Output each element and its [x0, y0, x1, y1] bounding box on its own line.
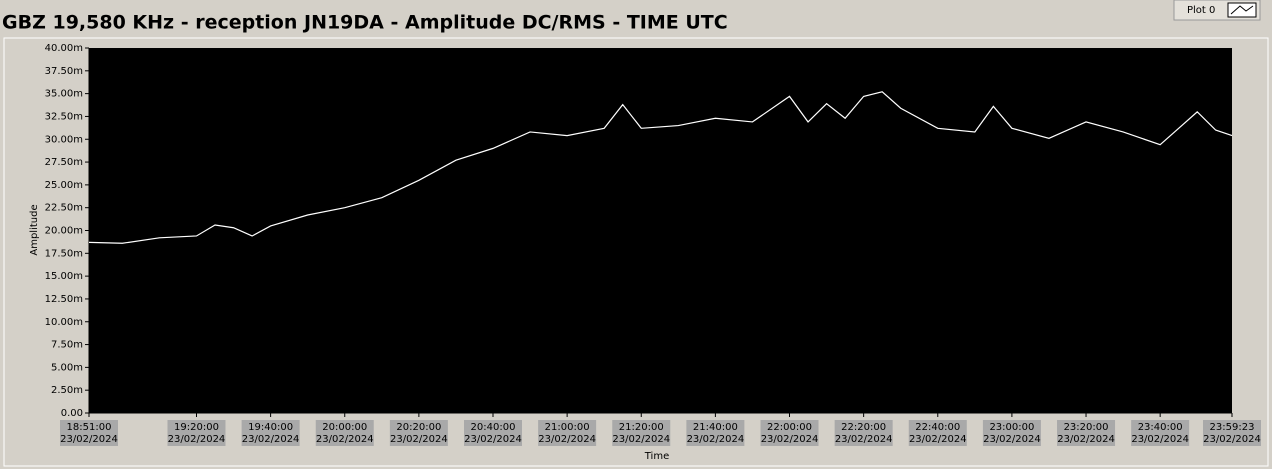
- y-tick-label: 20.00m: [45, 226, 83, 237]
- x-tick-label: 20:20:00: [396, 422, 441, 433]
- x-tick-label: 21:00:00: [545, 422, 590, 433]
- x-tick-box: [60, 420, 118, 446]
- x-tick-box: [908, 420, 967, 446]
- x-tick-label: 23/02/2024: [909, 434, 967, 445]
- x-tick-label: 23/02/2024: [390, 434, 448, 445]
- x-tick-label: 23:40:00: [1138, 422, 1183, 433]
- x-tick-label: 23/02/2024: [168, 434, 226, 445]
- plot-area: [89, 48, 1232, 413]
- x-tick-label: 23/02/2024: [60, 434, 118, 445]
- x-tick-label: 20:00:00: [322, 422, 367, 433]
- y-tick-label: 17.50m: [45, 248, 83, 259]
- y-tick-label: 37.50m: [45, 66, 83, 77]
- x-tick-box: [538, 420, 597, 446]
- x-tick-label: 23/02/2024: [1131, 434, 1189, 445]
- x-tick-label: 19:40:00: [248, 422, 293, 433]
- legend-swatch: [1230, 5, 1254, 15]
- x-tick-label: 22:00:00: [767, 422, 812, 433]
- chart-title: GBZ 19,580 KHz - reception JN19DA - Ampl…: [2, 12, 728, 34]
- x-tick-label: 23:59:23: [1210, 422, 1255, 433]
- x-tick-box: [1057, 420, 1116, 446]
- y-tick-label: 27.50m: [45, 157, 83, 168]
- x-tick-label: 21:20:00: [619, 422, 664, 433]
- x-tick-box: [760, 420, 819, 446]
- x-tick-box: [834, 420, 893, 446]
- x-tick-box: [686, 420, 745, 446]
- data-line: [88, 91, 1233, 244]
- y-tick-label: 12.50m: [45, 294, 83, 305]
- x-tick-box: [464, 420, 523, 446]
- x-tick-label: 23/02/2024: [464, 434, 522, 445]
- x-tick-box: [612, 420, 671, 446]
- x-tick-box: [389, 420, 448, 446]
- legend-swatch-bg: [1227, 2, 1257, 18]
- x-tick-label: 23/02/2024: [612, 434, 670, 445]
- y-tick-label: 15.00m: [45, 271, 83, 282]
- y-tick-label: 25.00m: [45, 180, 83, 191]
- y-tick-label: 0.00: [61, 408, 83, 419]
- y-axis-label: Amplitude: [29, 204, 40, 255]
- x-tick-label: 23/02/2024: [316, 434, 374, 445]
- x-tick-label: 22:20:00: [841, 422, 886, 433]
- x-tick-label: 23/02/2024: [1057, 434, 1115, 445]
- x-tick-label: 21:40:00: [693, 422, 738, 433]
- y-tick-label: 2.50m: [51, 385, 83, 396]
- x-tick-box: [1203, 420, 1261, 446]
- legend-label: Plot 0: [1187, 5, 1215, 16]
- y-tick-label: 30.00m: [45, 134, 83, 145]
- y-tick-label: 7.50m: [51, 340, 83, 351]
- x-tick-box: [241, 420, 300, 446]
- x-tick-label: 23/02/2024: [242, 434, 300, 445]
- x-tick-label: 23:20:00: [1064, 422, 1109, 433]
- y-tick-label: 40.00m: [45, 43, 83, 54]
- y-tick-label: 5.00m: [51, 362, 83, 373]
- x-tick-label: 23:00:00: [989, 422, 1034, 433]
- y-tick-label: 35.00m: [45, 89, 83, 100]
- y-tick-label: 10.00m: [45, 317, 83, 328]
- x-tick-label: 23/02/2024: [538, 434, 596, 445]
- x-tick-box: [1131, 420, 1190, 446]
- x-tick-label: 23/02/2024: [761, 434, 819, 445]
- x-tick-label: 18:51:00: [67, 422, 112, 433]
- x-tick-box: [167, 420, 226, 446]
- x-tick-box: [315, 420, 374, 446]
- y-tick-label: 22.50m: [45, 203, 83, 214]
- x-tick-label: 23/02/2024: [983, 434, 1041, 445]
- x-tick-label: 23/02/2024: [1203, 434, 1261, 445]
- x-axis-label: Time: [644, 451, 669, 462]
- x-tick-label: 23/02/2024: [687, 434, 745, 445]
- x-tick-label: 19:20:00: [174, 422, 219, 433]
- x-tick-label: 23/02/2024: [835, 434, 893, 445]
- x-tick-label: 20:40:00: [471, 422, 516, 433]
- y-tick-label: 32.50m: [45, 111, 83, 122]
- x-tick-box: [982, 420, 1041, 446]
- x-tick-label: 22:40:00: [915, 422, 960, 433]
- chart-frame: [3, 37, 1269, 467]
